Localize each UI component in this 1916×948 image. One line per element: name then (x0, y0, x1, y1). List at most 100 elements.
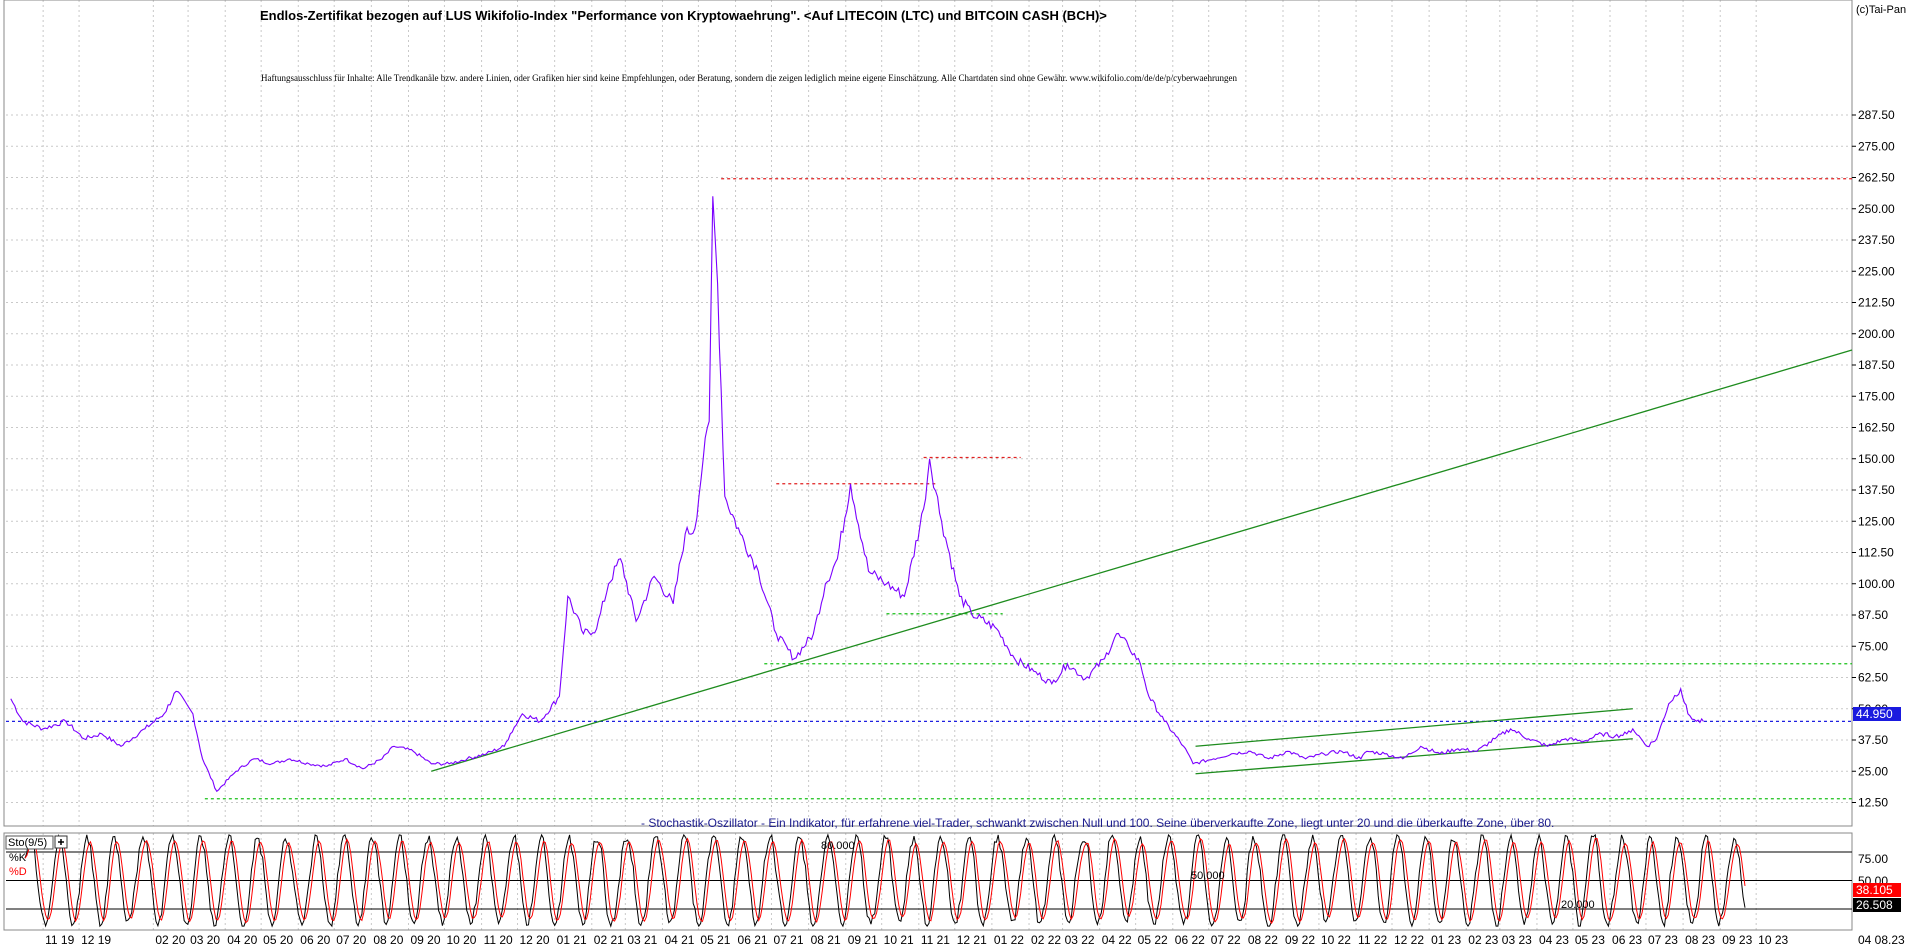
x-tick-label: 12 22 (1394, 933, 1424, 947)
x-tick-label: 09 22 (1285, 933, 1315, 947)
x-tick-label: 10 22 (1321, 933, 1351, 947)
x-tick-label: 11 19 (45, 933, 74, 947)
y-tick-label: 162.50 (1858, 421, 1895, 435)
y-tick-label: 200.00 (1858, 327, 1895, 341)
oscillator-panel-frame (3, 832, 1853, 931)
y-tick-label: 12.50 (1858, 796, 1888, 810)
last-value-text: 44.950 (1856, 707, 1893, 721)
y-tick-label: 212.50 (1858, 296, 1895, 310)
y-tick-label: 87.50 (1858, 608, 1888, 622)
osc-tick-75: 75.00 (1858, 852, 1888, 866)
x-tick-label: 04 23 (1539, 933, 1569, 947)
x-tick-label: 11 20 (484, 933, 513, 947)
y-tick-label: 262.50 (1858, 171, 1895, 185)
stochastic-d-line (24, 837, 1746, 925)
last-value-badge: 44.950 (1853, 707, 1901, 721)
y-tick-label: 287.50 (1858, 108, 1895, 122)
oscillator-d-label: %D (9, 866, 27, 878)
x-tick-label: 04 21 (664, 933, 694, 947)
y-tick-label: 237.50 (1858, 233, 1895, 247)
price-series (10, 196, 1704, 793)
y-axis-ticks: 287.50 275.00 262.50 250.00 237.50 225.00 212.… (1852, 108, 1895, 810)
oscillator-level-labels: 80.000 50.000 20.000 (821, 840, 1595, 911)
y-tick-label: 125.00 (1858, 514, 1895, 528)
last-value-box (1853, 707, 1901, 721)
x-tick-label: 09 23 (1722, 933, 1752, 947)
chart-title: Endlos-Zertifikat bezogen auf LUS Wikifo… (260, 8, 1107, 23)
copyright-label: (c)Tai-Pan (1856, 4, 1906, 16)
y-tick-label: 250.00 (1858, 202, 1895, 216)
level-50-label: 50.000 (1191, 870, 1225, 882)
d-value-badge: 26.508 (1853, 898, 1901, 912)
k-value-box (1853, 883, 1901, 897)
oscillator-name-box (5, 835, 54, 850)
x-tick-label: 03 23 (1502, 933, 1532, 947)
chart-disclaimer: Haftungsausschluss für Inhalte: Alle Tre… (261, 73, 1238, 83)
k-value-text: 38.105 (1856, 883, 1893, 897)
y-tick-label: 225.00 (1858, 264, 1895, 278)
x-tick-label: 05 22 (1138, 933, 1168, 947)
x-tick-label: 03 20 (190, 933, 220, 947)
y-tick-label: 75.00 (1858, 639, 1888, 653)
trendlines (431, 349, 1853, 775)
x-tick-label: 05 20 (263, 933, 293, 947)
y-tick-label: 150.00 (1858, 452, 1895, 466)
x-tick-label: 11 22 (1358, 933, 1387, 947)
x-tick-label: 10 23 (1758, 933, 1788, 947)
x-tick-label: 06 22 (1175, 933, 1205, 947)
y-tick-label: 37.50 (1858, 733, 1888, 747)
d-value-box (1853, 898, 1901, 912)
x-tick-label: 02 20 (155, 933, 185, 947)
k-value-badge: 38.105 (1853, 883, 1901, 897)
reference-lines (6, 178, 1852, 800)
y-tick-label: 175.00 (1858, 389, 1895, 403)
x-tick-label: 05 23 (1575, 933, 1605, 947)
plus-icon (58, 839, 64, 845)
x-tick-label: 06 21 (738, 933, 768, 947)
oscillator-name: Sto(9/5) (8, 837, 47, 849)
d-value-text: 26.508 (1856, 898, 1893, 912)
x-tick-label: 10 20 (446, 933, 476, 947)
x-tick-label: 12 21 (957, 933, 987, 947)
x-tick-label: 04 08.23 (1858, 933, 1905, 947)
level-20-label: 20.000 (1561, 899, 1595, 911)
x-tick-label: 07 20 (336, 933, 366, 947)
y-tick-label: 112.50 (1858, 546, 1894, 560)
x-tick-label: 02 23 (1468, 933, 1498, 947)
x-tick-label: 12 19 (81, 933, 111, 947)
stochastic-oscillator (6, 832, 1852, 928)
x-tick-label: 06 23 (1612, 933, 1642, 947)
channel-upper-line (1195, 708, 1633, 747)
x-tick-label: 04 22 (1102, 933, 1132, 947)
x-tick-label: 09 21 (848, 933, 878, 947)
channel-lower-line (1195, 738, 1633, 775)
x-tick-label: 02 21 (594, 933, 624, 947)
y-tick-label: 62.50 (1858, 671, 1888, 685)
x-tick-label: 03 21 (627, 933, 657, 947)
y-tick-label: 25.00 (1858, 764, 1888, 778)
main-panel-frame (3, 0, 1853, 827)
trendline-major (431, 349, 1853, 772)
oscillator-legend: Sto(9/5) %K %D (5, 835, 68, 878)
x-tick-label: 01 22 (994, 933, 1024, 947)
x-tick-label: 07 21 (773, 933, 803, 947)
axes (3, 0, 1853, 931)
x-tick-label: 08 21 (811, 933, 841, 947)
x-tick-label: 07 22 (1211, 933, 1241, 947)
x-tick-label: 11 21 (921, 933, 950, 947)
x-tick-label: 09 20 (411, 933, 441, 947)
x-tick-label: 08 22 (1248, 933, 1278, 947)
x-tick-label: 08 23 (1685, 933, 1715, 947)
x-tick-label: 10 21 (884, 933, 914, 947)
x-tick-label: 01 23 (1431, 933, 1461, 947)
oscillator-caption: - Stochastik-Oszillator - Ein Indikator,… (641, 816, 1554, 830)
price-line (10, 196, 1704, 793)
stochastic-k-line (24, 832, 1746, 928)
x-tick-label: 07 23 (1648, 933, 1678, 947)
grid (6, 0, 1852, 930)
x-tick-label: 06 20 (300, 933, 330, 947)
level-80-label: 80.000 (821, 840, 855, 852)
y-tick-label: 187.50 (1858, 358, 1895, 372)
y-tick-label: 275.00 (1858, 139, 1895, 153)
